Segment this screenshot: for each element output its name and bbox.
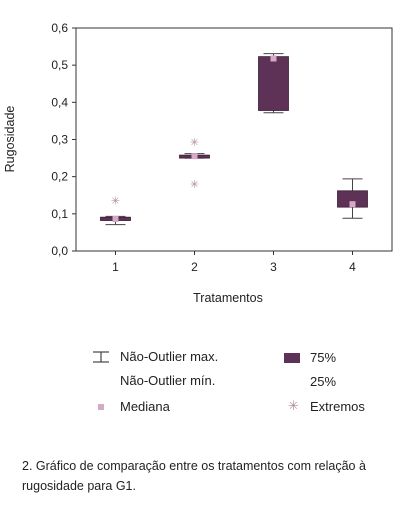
median-marker xyxy=(270,55,277,62)
legend: Não-Outlier max. Não-Outlier mín. 75% 25… xyxy=(93,349,365,414)
x-tick-label: 4 xyxy=(349,260,356,274)
y-tick-label: 0,2 xyxy=(51,170,68,184)
whisker-legend-icon xyxy=(93,351,109,363)
y-tick-label: 0,5 xyxy=(51,58,68,72)
y-tick-label: 0,1 xyxy=(51,207,68,221)
x-axis: 1 2 3 4 xyxy=(112,251,356,274)
median-marker xyxy=(112,216,119,223)
y-tick-label: 0,4 xyxy=(51,95,68,109)
legend-extremes-label: Extremos xyxy=(310,399,365,414)
x-axis-title: Tratamentos xyxy=(193,291,263,305)
median-marker xyxy=(349,201,356,208)
box-group-4 xyxy=(337,178,368,219)
x-tick-label: 2 xyxy=(191,260,198,274)
extreme-legend-icon: ✳ xyxy=(288,398,299,413)
box-legend-icon xyxy=(284,353,300,363)
y-axis: 0,0 0,1 0,2 0,3 0,4 0,5 0,6 xyxy=(51,21,76,258)
legend-whisker-min-label: Não-Outlier mín. xyxy=(120,373,216,388)
y-tick-label: 0,6 xyxy=(51,21,68,35)
y-tick-label: 0,0 xyxy=(51,244,68,258)
box-group-1: ✳ xyxy=(100,195,131,226)
legend-median-label: Mediana xyxy=(120,399,170,414)
x-tick-label: 3 xyxy=(270,260,277,274)
figure-caption: 2. Gráfico de comparação entre os tratam… xyxy=(22,459,366,493)
x-tick-label: 1 xyxy=(112,260,119,274)
box-group-2: ✳✳ xyxy=(179,137,210,191)
y-tick-label: 0,3 xyxy=(51,133,68,147)
median-legend-icon xyxy=(98,404,104,410)
box-series: ✳✳✳ xyxy=(100,53,368,226)
extreme-marker: ✳ xyxy=(190,137,199,149)
legend-box-bottom-label: 25% xyxy=(310,374,337,389)
legend-box-top-label: 75% xyxy=(310,350,337,365)
legend-whisker-max-label: Não-Outlier max. xyxy=(120,349,219,364)
box-iqr xyxy=(258,56,289,111)
extreme-marker: ✳ xyxy=(190,179,199,191)
box-group-3 xyxy=(258,53,289,114)
y-axis-title: Rugosidade xyxy=(3,106,17,173)
median-marker xyxy=(191,153,198,160)
extreme-marker: ✳ xyxy=(111,195,120,207)
